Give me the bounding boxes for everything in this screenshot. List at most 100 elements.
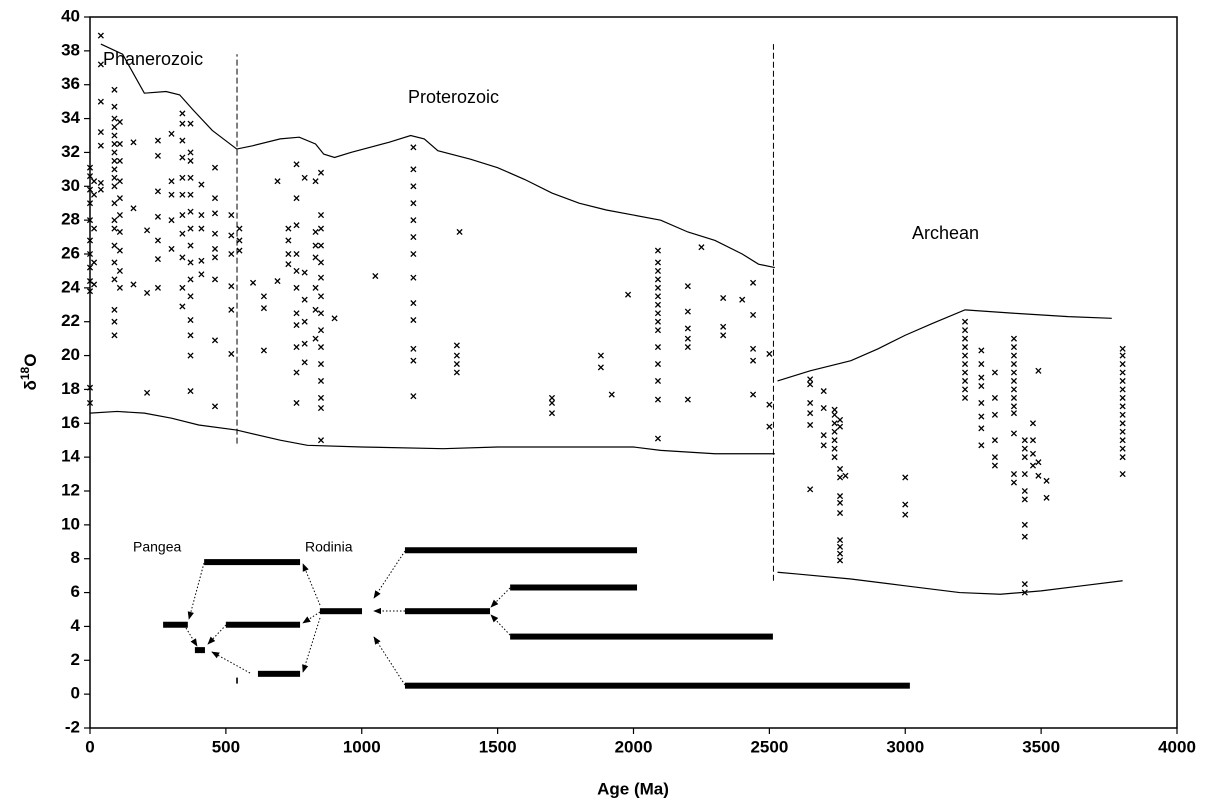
sample-point	[116, 118, 123, 126]
sample-point	[978, 347, 985, 354]
sample-point	[807, 381, 814, 388]
sample-point	[97, 186, 104, 193]
sample-point	[179, 303, 186, 310]
sample-point	[1119, 454, 1126, 461]
sample-point	[410, 274, 417, 281]
sample-point	[1119, 428, 1126, 435]
sample-point	[453, 342, 460, 349]
sample-point	[86, 173, 94, 180]
arrow	[302, 617, 321, 673]
sample-point	[97, 61, 104, 68]
y-tick-label: 8	[71, 548, 80, 567]
sample-point	[410, 200, 417, 207]
sample-point	[1021, 487, 1028, 495]
range-bar	[163, 621, 188, 628]
sample-point	[317, 169, 325, 176]
sample-point	[312, 254, 319, 261]
range-bar	[510, 633, 773, 640]
sample-point	[1021, 445, 1028, 452]
sample-point	[187, 293, 194, 300]
sample-point	[410, 316, 417, 324]
x-tick-label: 1500	[479, 737, 517, 756]
sample-point	[187, 174, 194, 181]
sample-point	[750, 279, 757, 286]
sample-point	[179, 230, 186, 237]
sample-point	[978, 413, 985, 420]
sample-point	[312, 228, 319, 236]
sample-point	[836, 423, 844, 430]
sample-point	[654, 301, 662, 308]
sample-point	[293, 369, 300, 376]
y-tick-label: 4	[71, 616, 81, 635]
sample-point	[116, 178, 123, 185]
sample-point	[807, 410, 814, 417]
arrow	[187, 562, 205, 620]
sample-point	[1029, 462, 1037, 469]
sample-point	[111, 103, 118, 110]
sample-point	[187, 120, 194, 127]
sample-point	[750, 311, 757, 319]
sample-point	[654, 435, 662, 442]
range-bar	[404, 608, 491, 615]
sample-point	[831, 437, 838, 444]
sample-point	[410, 250, 417, 258]
sample-point	[198, 271, 205, 278]
sample-point	[130, 139, 137, 146]
sample-point	[1021, 589, 1028, 596]
sample-point	[168, 178, 175, 185]
sample-point	[410, 166, 417, 173]
sample-point	[807, 421, 814, 429]
sample-point	[978, 360, 985, 368]
sample-point	[198, 225, 205, 232]
sample-point	[285, 225, 292, 232]
sample-point	[720, 323, 727, 330]
sample-point	[1035, 367, 1042, 374]
sample-point	[317, 259, 325, 266]
sample-point	[91, 281, 98, 288]
sample-point	[97, 142, 104, 149]
sample-point	[1043, 494, 1050, 501]
sample-point	[111, 332, 118, 339]
sample-point	[187, 388, 194, 395]
sample-point	[274, 278, 281, 285]
sample-point	[301, 296, 308, 303]
sample-point	[453, 369, 460, 376]
sample-point	[116, 140, 123, 148]
sample-point	[211, 164, 219, 171]
sample-point	[548, 394, 556, 401]
sample-point	[1119, 420, 1126, 427]
range-bar	[319, 608, 363, 615]
sample-point	[317, 404, 325, 412]
sample-point	[86, 217, 94, 224]
arrow	[373, 550, 406, 599]
sample-point	[654, 327, 662, 334]
sample-point	[86, 264, 94, 271]
sample-point	[654, 377, 662, 385]
sample-point	[1010, 430, 1018, 437]
sample-point	[179, 120, 186, 127]
sample-point	[410, 357, 417, 364]
sample-point	[410, 217, 417, 224]
sample-point	[211, 403, 219, 410]
sample-point	[684, 344, 691, 351]
annotation: Proterozoic	[408, 87, 499, 107]
sample-point	[236, 247, 243, 254]
sample-point	[154, 152, 161, 159]
sample-point	[1119, 386, 1126, 393]
sample-point	[168, 191, 175, 198]
sample-point	[317, 225, 325, 232]
sample-point	[1029, 420, 1037, 427]
sample-point	[228, 283, 235, 290]
sample-point	[187, 191, 194, 198]
y-tick-label: 32	[61, 142, 80, 161]
sample-point	[211, 195, 219, 202]
sample-point	[597, 364, 604, 371]
y-axis-symbol: δ	[21, 380, 40, 390]
x-tick-label: 1000	[343, 737, 381, 756]
sample-point	[317, 242, 325, 249]
sample-point	[187, 276, 194, 283]
sample-point	[111, 276, 118, 283]
sample-point	[301, 174, 308, 181]
sample-point	[187, 242, 194, 249]
sample-point	[842, 472, 849, 479]
